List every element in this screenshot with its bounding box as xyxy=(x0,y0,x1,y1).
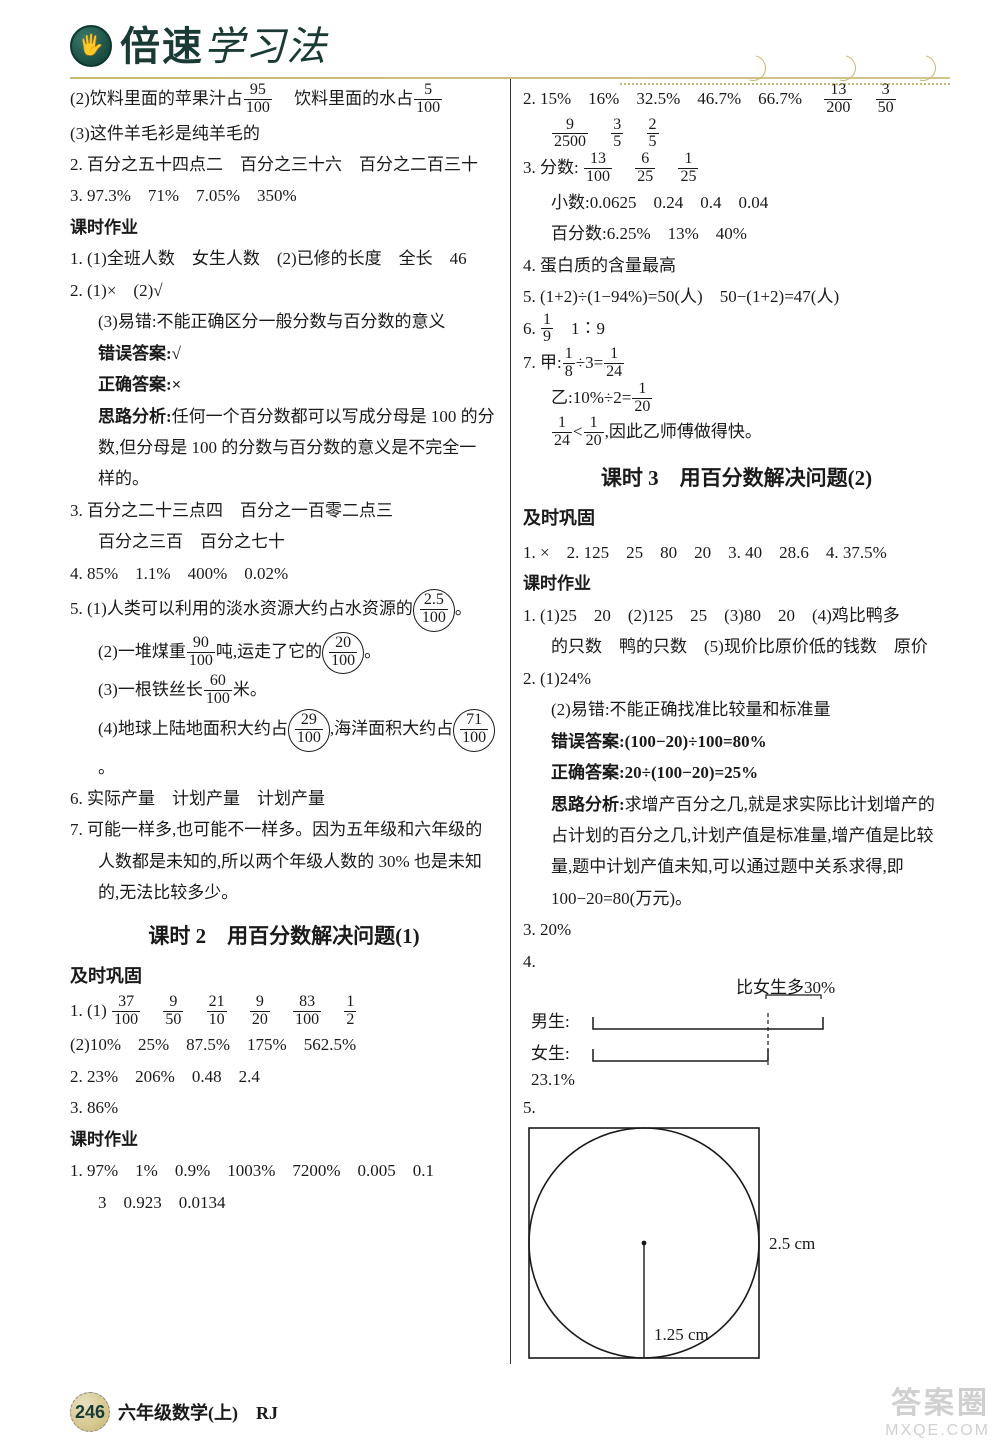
text-line: 2. 23% 206% 0.48 2.4 xyxy=(70,1061,498,1092)
text-line: 5. xyxy=(523,1092,950,1123)
text-line: 思路分析:任何一个百分数都可以写成分母是 100 的分 xyxy=(70,401,498,432)
svg-text:女生:: 女生: xyxy=(531,1044,570,1063)
text-line: 百分数:6.25% 13% 40% xyxy=(523,218,950,249)
text-line: 占计划的百分之几,计划产值是标准量,增产值是比较 xyxy=(523,820,950,851)
text-line: 1. (1)25 20 (2)125 25 (3)80 20 (4)鸡比鸭多 xyxy=(523,600,950,631)
circle-in-square-diagram: 1.25 cm 2.5 cm xyxy=(523,1124,853,1364)
watermark-text-1: 答案圈 xyxy=(885,1378,990,1422)
text-line: 2. 15% 16% 32.5% 46.7% 66.7% 13200 350 xyxy=(523,83,950,118)
text-line: 的,无法比较多少。 xyxy=(70,877,498,908)
title-bold: 倍速 xyxy=(120,27,204,67)
watermark-text-2: MXQE.COM xyxy=(885,1422,990,1440)
text-line: 乙:10%÷2=120 xyxy=(523,382,950,417)
text-line: 数,但分母是 100 的分数与百分数的意义是不完全一 xyxy=(70,432,498,463)
text-line: 5. (1)人类可以利用的淡水资源大约占水资源的2.5100。 xyxy=(70,589,498,632)
header: 倍速 学习法 xyxy=(70,25,950,67)
text-line: 7. 甲:18÷3=124 xyxy=(523,347,950,382)
text-line: 4. 蛋白质的含量最高 xyxy=(523,250,950,281)
text-line: 3 0.923 0.0134 xyxy=(70,1187,498,1218)
page-footer: 246 六年级数学(上) RJ xyxy=(70,1392,278,1432)
subsection-hw: 课时作业 xyxy=(70,212,498,243)
text-line: 思路分析:求增产百分之几,就是求实际比计划增产的 xyxy=(523,789,950,820)
page-root: 倍速 学习法 (2)饮料里面的苹果汁占95100 饮料里面的水占5100 (3)… xyxy=(0,0,1000,1364)
text-line: (4)地球上陆地面积大约占29100,海洋面积大约占71100。 xyxy=(70,709,498,783)
subsection-hw: 课时作业 xyxy=(523,568,950,599)
text-line: (3)一根铁丝长60100米。 xyxy=(70,674,498,709)
svg-text:2.5 cm: 2.5 cm xyxy=(769,1234,815,1253)
left-column: (2)饮料里面的苹果汁占95100 饮料里面的水占5100 (3)这件羊毛衫是纯… xyxy=(70,79,510,1364)
correct-answer: 正确答案:20÷(100−20)=25% xyxy=(523,757,950,788)
page-number-badge: 246 xyxy=(70,1392,110,1432)
text-line: 3. 分数: 13100 625 125 xyxy=(523,152,950,187)
header-decoration xyxy=(620,55,950,85)
right-column: 2. 15% 16% 32.5% 46.7% 66.7% 13200 350 9… xyxy=(510,79,950,1364)
hand-logo-icon xyxy=(70,25,112,67)
wrong-answer: 错误答案:√ xyxy=(70,338,498,369)
wrong-answer: 错误答案:(100−20)÷100=80% xyxy=(523,726,950,757)
section-title-2: 课时 2 用百分数解决问题(1) xyxy=(70,917,498,956)
section-title-3: 课时 3 用百分数解决问题(2) xyxy=(523,459,950,498)
content-columns: (2)饮料里面的苹果汁占95100 饮料里面的水占5100 (3)这件羊毛衫是纯… xyxy=(70,79,950,1364)
text-line: 1. × 2. 125 25 80 20 3. 40 28.6 4. 37.5% xyxy=(523,537,950,568)
watermark: 答案圈 MXQE.COM xyxy=(885,1378,990,1440)
text-line: 人数都是未知的,所以两个年级人数的 30% 也是未知 xyxy=(70,846,498,877)
svg-text:比女生多30%: 比女生多30% xyxy=(736,978,835,997)
text-line: 3. 百分之二十三点四 百分之一百零二点三 xyxy=(70,495,498,526)
text-line: 4. xyxy=(523,946,950,977)
text-line: 样的。 xyxy=(70,463,498,494)
text-line: 124<120,因此乙师傅做得快。 xyxy=(523,416,950,451)
text-line: 的只数 鸭的只数 (5)现价比原价低的钱数 原价 xyxy=(523,631,950,662)
text-line: 5. (1+2)÷(1−94%)=50(人) 50−(1+2)=47(人) xyxy=(523,281,950,312)
text-line: 1. 97% 1% 0.9% 1003% 7200% 0.005 0.1 xyxy=(70,1155,498,1186)
svg-text:23.1%: 23.1% xyxy=(531,1070,575,1089)
subsection-jishi: 及时巩固 xyxy=(523,502,950,535)
text-line: 小数:0.0625 0.24 0.4 0.04 xyxy=(523,187,950,218)
subsection-jishi: 及时巩固 xyxy=(70,960,498,993)
text-line: 6. 19 1∶9 xyxy=(523,313,950,348)
correct-answer: 正确答案:× xyxy=(70,369,498,400)
title-light: 学习法 xyxy=(204,27,327,67)
text-line: 4. 85% 1.1% 400% 0.02% xyxy=(70,558,498,589)
text-line: 2. 百分之五十四点二 百分之三十六 百分之二百三十 xyxy=(70,149,498,180)
text-line: (2)饮料里面的苹果汁占95100 饮料里面的水占5100 xyxy=(70,83,498,118)
text-line: 7. 可能一样多,也可能不一样多。因为五年级和六年级的 xyxy=(70,814,498,845)
text-line: 3. 20% xyxy=(523,914,950,945)
bar-comparison-diagram: 比女生多30% 男生: 女生: 23.1% xyxy=(523,977,943,1092)
text-line: (2)易错:不能正确找准比较量和标准量 xyxy=(523,694,950,725)
text-line: 3. 86% xyxy=(70,1092,498,1123)
text-line: 2. (1)24% xyxy=(523,663,950,694)
svg-text:男生:: 男生: xyxy=(531,1012,570,1031)
text-line: (3)易错:不能正确区分一般分数与百分数的意义 xyxy=(70,306,498,337)
svg-text:1.25 cm: 1.25 cm xyxy=(654,1325,709,1344)
text-line: 1. (1) 37100 950 2110 920 83100 12 xyxy=(70,995,498,1030)
text-line: (2)一堆煤重90100吨,运走了它的20100。 xyxy=(70,632,498,675)
footer-text: 六年级数学(上) RJ xyxy=(118,1399,278,1425)
text-line: 100−20=80(万元)。 xyxy=(523,883,950,914)
text-line: 3. 97.3% 71% 7.05% 350% xyxy=(70,180,498,211)
text-line: 1. (1)全班人数 女生人数 (2)已修的长度 全长 46 xyxy=(70,243,498,274)
text-line: 92500 35 25 xyxy=(523,118,950,153)
text-line: 2. (1)× (2)√ xyxy=(70,275,498,306)
text-line: 百分之三百 百分之七十 xyxy=(70,526,498,557)
text-line: (2)10% 25% 87.5% 175% 562.5% xyxy=(70,1029,498,1060)
text-line: 量,题中计划产值未知,可以通过题中关系求得,即 xyxy=(523,851,950,882)
subsection-hw: 课时作业 xyxy=(70,1124,498,1155)
text-line: (3)这件羊毛衫是纯羊毛的 xyxy=(70,118,498,149)
text-line: 6. 实际产量 计划产量 计划产量 xyxy=(70,783,498,814)
